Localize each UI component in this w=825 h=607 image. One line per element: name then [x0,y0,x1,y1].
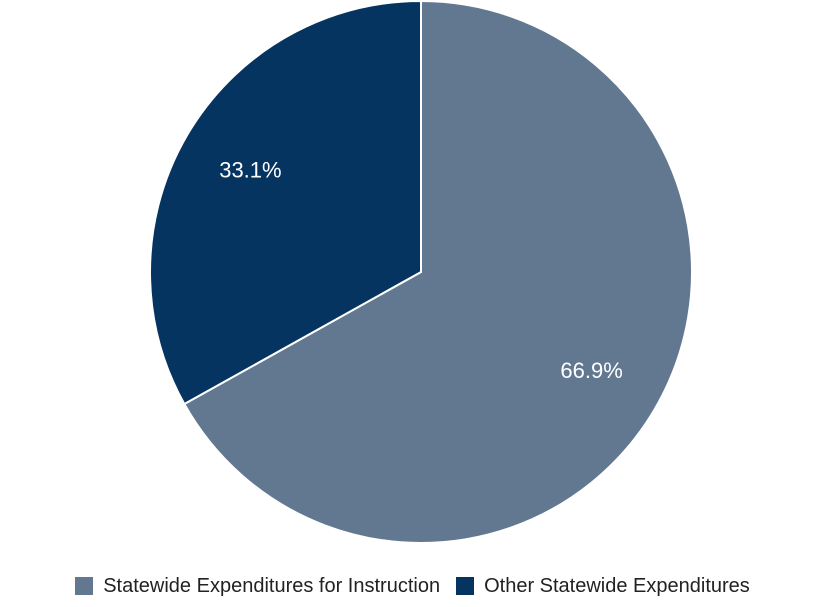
legend-label-other: Other Statewide Expenditures [484,574,750,597]
pie-chart: 66.9% 33.1% [149,0,693,544]
chart-legend: Statewide Expenditures for Instruction O… [0,571,825,601]
legend-swatch-instruction [75,577,94,595]
legend-item-other: Other Statewide Expenditures [456,575,750,598]
pie-label-instruction: 66.9% [560,358,622,383]
pie-slice-other [149,0,422,406]
pie-slice-instruction [182,0,693,544]
pie-label-other: 33.1% [219,158,281,183]
legend-label-instruction: Statewide Expenditures for Instruction [103,574,441,597]
legend-item-instruction: Statewide Expenditures for Instruction [75,575,440,598]
legend-swatch-other [456,577,475,595]
